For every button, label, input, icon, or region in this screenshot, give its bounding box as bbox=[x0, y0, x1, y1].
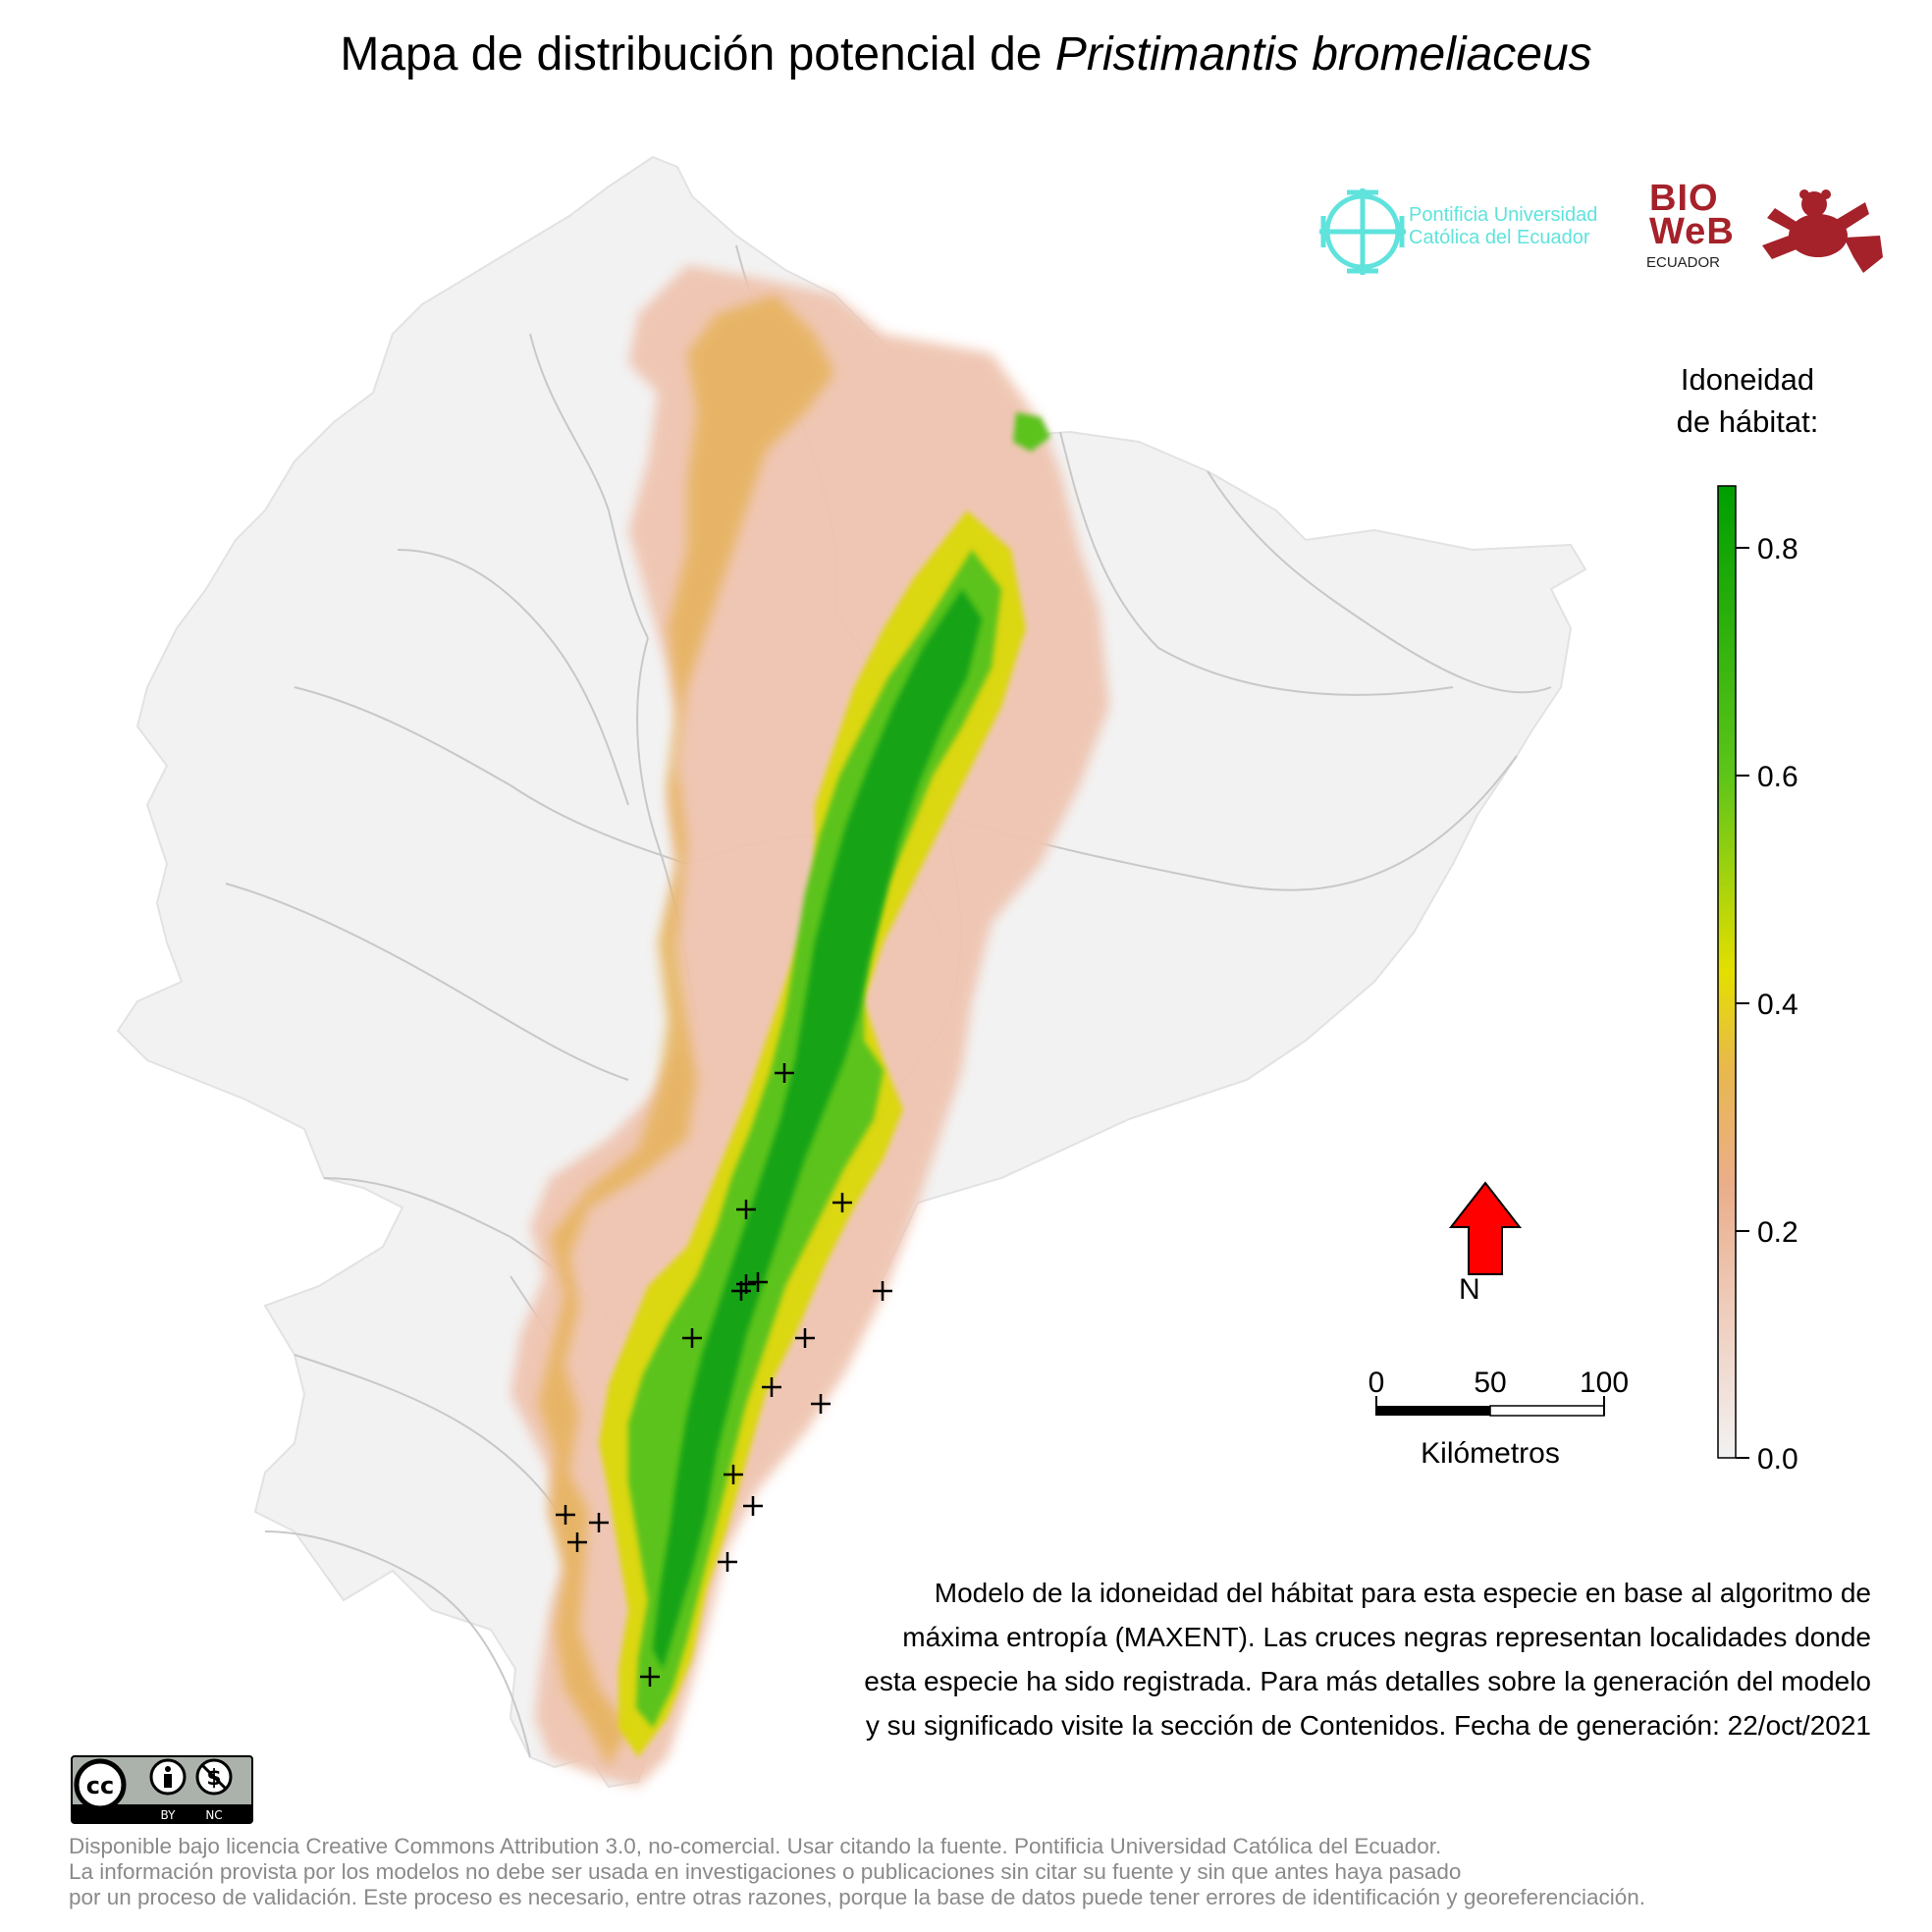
map-title: Mapa de distribución potencial de Pristi… bbox=[0, 27, 1932, 81]
north-label: N bbox=[1459, 1273, 1480, 1306]
legend-color-bar bbox=[1717, 485, 1737, 1459]
scale-unit-label: Kilómetros bbox=[1421, 1437, 1560, 1470]
description-line: máxima entropía (MAXENT). Las cruces neg… bbox=[902, 1622, 1871, 1652]
title-species: Pristimantis bromeliaceus bbox=[1054, 28, 1592, 80]
description-line: esta especie ha sido registrada. Para má… bbox=[864, 1666, 1871, 1696]
legend-title: Idoneidad de hábitat: bbox=[1630, 358, 1865, 443]
record-marker bbox=[873, 1281, 892, 1301]
legend-title-line2: de hábitat: bbox=[1676, 404, 1819, 439]
by-label: BY bbox=[161, 1808, 177, 1822]
record-marker bbox=[589, 1513, 609, 1532]
record-marker bbox=[762, 1377, 781, 1397]
cc-license-badge[interactable]: cc $ BY NC bbox=[71, 1755, 253, 1824]
legend-tick-label: 0.6 bbox=[1757, 761, 1798, 793]
footer-line: La información provista por los modelos … bbox=[69, 1859, 1462, 1884]
record-marker bbox=[795, 1328, 815, 1348]
suitability-raster bbox=[510, 265, 1109, 1787]
record-marker bbox=[724, 1465, 743, 1484]
record-marker bbox=[718, 1552, 737, 1572]
legend-tick-label: 0.4 bbox=[1757, 989, 1798, 1021]
bioweb-logo-line2: WeB bbox=[1649, 211, 1735, 252]
bioweb-logo-line1: BIO bbox=[1649, 178, 1719, 219]
footer-line: por un proceso de validación. Este proce… bbox=[69, 1885, 1645, 1909]
legend-title-line1: Idoneidad bbox=[1680, 362, 1815, 397]
puce-logo: Pontificia Universidad Católica del Ecua… bbox=[1311, 187, 1635, 275]
title-prefix: Mapa de distribución potencial de bbox=[340, 28, 1055, 80]
footer-line: Disponible bajo licencia Creative Common… bbox=[69, 1834, 1442, 1858]
legend-tick-label: 0.0 bbox=[1757, 1443, 1798, 1476]
description-line: y su significado visite la sección de Co… bbox=[865, 1710, 1871, 1741]
frog-logo-icon bbox=[1762, 189, 1883, 273]
record-markers bbox=[556, 1063, 892, 1687]
legend-ticks bbox=[1736, 547, 1749, 1459]
scale-tick-label: 50 bbox=[1474, 1367, 1506, 1399]
puce-logo-line1: Pontificia Universidad bbox=[1409, 204, 1598, 226]
cc-icon: cc bbox=[86, 1772, 114, 1799]
bioweb-logo: BIO WeB ECUADOR bbox=[1644, 178, 1900, 280]
record-marker bbox=[775, 1063, 794, 1083]
map-description: Modelo de la idoneidad del hábitat para … bbox=[791, 1571, 1871, 1747]
record-marker bbox=[556, 1505, 575, 1525]
legend-tick-label: 0.8 bbox=[1757, 533, 1798, 565]
record-marker bbox=[811, 1394, 831, 1414]
nc-label: NC bbox=[205, 1808, 222, 1822]
description-line: Modelo de la idoneidad del hábitat para … bbox=[934, 1578, 1871, 1608]
puce-logo-line2: Católica del Ecuador bbox=[1409, 227, 1590, 248]
record-marker bbox=[682, 1328, 702, 1348]
puce-logo-icon bbox=[1319, 188, 1406, 275]
scale-tick-label: 0 bbox=[1368, 1367, 1385, 1399]
record-marker bbox=[832, 1193, 852, 1212]
bioweb-logo-line3: ECUADOR bbox=[1646, 254, 1721, 271]
record-marker bbox=[736, 1200, 756, 1219]
record-marker bbox=[567, 1532, 587, 1552]
record-marker bbox=[640, 1667, 660, 1687]
record-marker bbox=[748, 1272, 768, 1292]
scale-tick-label: 100 bbox=[1580, 1367, 1629, 1399]
record-marker bbox=[731, 1281, 751, 1301]
license-footer: Disponible bajo licencia Creative Common… bbox=[69, 1834, 1895, 1910]
legend-tick-label: 0.2 bbox=[1757, 1216, 1798, 1249]
scale-bar: 0 50 100 Kilómetros bbox=[1368, 1367, 1629, 1470]
record-marker bbox=[743, 1496, 763, 1516]
north-arrow-icon bbox=[1448, 1181, 1523, 1275]
